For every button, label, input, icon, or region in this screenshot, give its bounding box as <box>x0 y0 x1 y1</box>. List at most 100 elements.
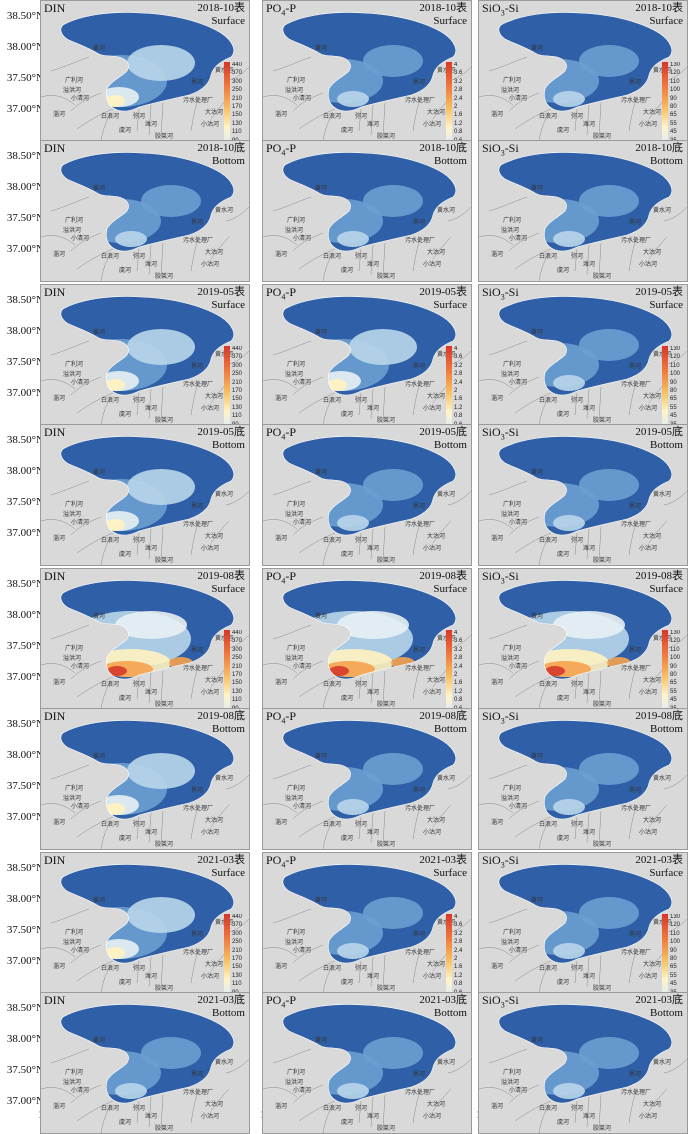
river-line <box>628 664 638 700</box>
place-label: 黄河 <box>315 329 328 336</box>
panel-title: 2019-05底 Bottom <box>197 426 245 452</box>
river-line <box>508 660 540 680</box>
map-canvas <box>263 709 471 849</box>
place-label: 潍河 <box>145 829 158 836</box>
variable-suffix: -P <box>285 285 297 299</box>
variable-main: SiO <box>482 425 501 439</box>
river-line <box>586 956 590 988</box>
variable-main: PO <box>266 1 282 15</box>
y-axis-label: 37.00°N <box>6 527 44 539</box>
legend-tick-label: 0.8 <box>454 697 463 704</box>
panel-title: 2019-08表 Surface <box>419 570 467 596</box>
river-line <box>322 820 334 849</box>
place-label: 污水处理厂 <box>183 97 214 104</box>
place-label: 弥河 <box>571 113 584 120</box>
map-canvas <box>41 1 249 141</box>
place-label: 污水处理厂 <box>405 805 436 812</box>
legend-tick-label: 2 <box>454 388 458 394</box>
river-line <box>70 516 102 536</box>
place-label: 黄河 <box>531 613 544 620</box>
place-label: 潍河 <box>367 121 380 128</box>
panel-date: 2019-05表 <box>197 286 245 298</box>
river-line <box>514 1100 552 1122</box>
variable-main: DIN <box>44 425 66 439</box>
place-label: 大沽河 <box>205 817 224 824</box>
river-line <box>225 1058 249 1074</box>
coastline <box>282 436 456 536</box>
river-line <box>148 528 152 560</box>
place-label: 小沽河 <box>423 689 442 696</box>
concentration-contour <box>329 666 349 676</box>
coastline <box>282 720 456 820</box>
panel-layer: Surface <box>649 867 683 879</box>
variable-suffix: -P <box>285 993 297 1007</box>
river-line <box>538 680 550 709</box>
place-label: 界河 <box>629 787 642 794</box>
river-line <box>50 624 90 640</box>
legend-tick-label: 2.4 <box>454 663 463 670</box>
legend-tick-label: 80 <box>670 104 677 110</box>
variable-name: DIN <box>44 426 65 439</box>
place-label: 虞河 <box>341 267 354 274</box>
place-label: 小沽河 <box>201 405 220 412</box>
place-label: 潍河 <box>145 1113 158 1120</box>
color-gradient <box>662 914 668 1050</box>
legend-tick-label: 65 <box>670 396 677 403</box>
place-label: 虞河 <box>557 551 570 558</box>
place-label: 白浪河 <box>101 537 120 544</box>
place-label: 小沽河 <box>639 405 658 412</box>
place-label: 溢洪河 <box>501 371 520 378</box>
place-label: 污水处理厂 <box>405 381 436 388</box>
place-label: 潍河 <box>367 545 380 552</box>
river-line <box>190 664 200 700</box>
map-canvas <box>41 993 249 1133</box>
place-label: 大沽河 <box>427 109 446 116</box>
river-line <box>514 676 552 698</box>
place-label: 胶莱河 <box>377 701 396 708</box>
river-line <box>508 1084 540 1104</box>
place-label: 潍河 <box>145 973 158 980</box>
panel-title: 2021-03表 Surface <box>419 854 467 880</box>
river-line <box>148 672 152 704</box>
place-label: 弥河 <box>133 253 146 260</box>
variable-name: DIN <box>44 2 65 15</box>
legend-tick-label: 1.6 <box>454 964 463 971</box>
place-label: 潍河 <box>583 1113 596 1120</box>
map-canvas <box>263 1 471 141</box>
place-label: 小沽河 <box>639 1113 658 1120</box>
river-line <box>160 954 164 990</box>
place-label: 大沽河 <box>643 393 662 400</box>
map-canvas <box>41 709 249 849</box>
variable-main: DIN <box>44 709 66 723</box>
place-label: 弥河 <box>571 681 584 688</box>
place-label: 大沽河 <box>205 393 224 400</box>
place-label: 溢洪河 <box>501 655 520 662</box>
color-gradient <box>224 630 230 766</box>
variable-main: SiO <box>482 1 501 15</box>
river-line <box>663 206 687 222</box>
place-label: 弥河 <box>571 965 584 972</box>
place-label: 小清河 <box>293 235 312 242</box>
map-panel: 黄河广利河溢洪河小清河淄河白浪河弥河潍河胶莱河虞河界河黄水河污水处理厂大沽河小沽… <box>40 708 250 850</box>
place-label: 广利河 <box>503 929 522 936</box>
place-label: 弥河 <box>355 397 368 404</box>
variable-name: SiO3-Si <box>482 994 519 1011</box>
river-line <box>298 816 336 838</box>
place-label: 广利河 <box>503 645 522 652</box>
legend-tick-label: 170 <box>232 956 243 962</box>
variable-name: DIN <box>44 286 65 299</box>
river-line <box>574 816 578 840</box>
concentration-contour <box>579 753 639 785</box>
panel-date: 2018-10表 <box>635 2 683 14</box>
map-canvas <box>479 1 687 141</box>
color-gradient <box>224 914 230 1050</box>
river-line <box>598 670 602 706</box>
map-panel: 黄河广利河溢洪河小清河淄河白浪河弥河潍河胶莱河虞河界河黄水河污水处理厂大沽河小沽… <box>478 284 688 426</box>
map-canvas <box>479 993 687 1133</box>
legend-tick-label: 130 <box>232 120 243 127</box>
place-label: 虞河 <box>341 1119 354 1126</box>
river-line <box>382 102 386 138</box>
concentration-contour <box>363 45 423 77</box>
river-line <box>272 624 312 640</box>
place-label: 大沽河 <box>427 961 446 968</box>
